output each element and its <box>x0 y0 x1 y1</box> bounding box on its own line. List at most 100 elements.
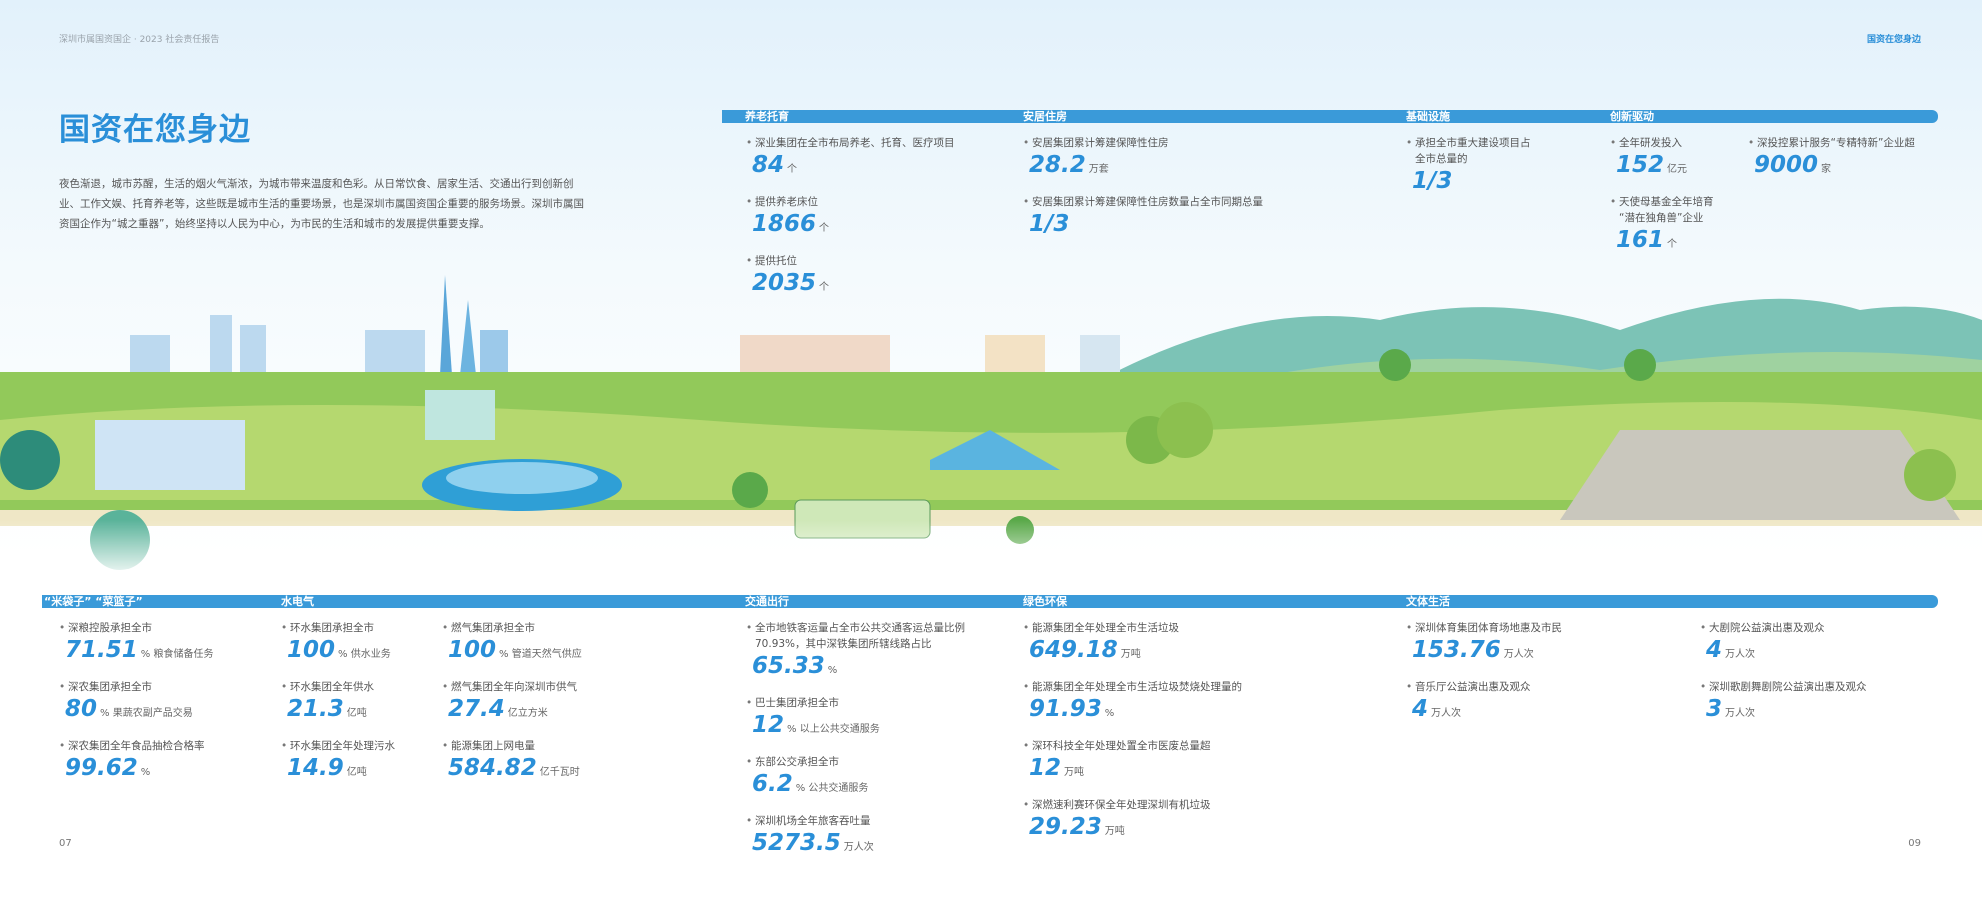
stat-value-line: 14.9 亿吨 <box>281 754 441 787</box>
stat-unit: % <box>140 767 151 778</box>
stat-value: 153.76 <box>1412 637 1501 663</box>
stat-value-line: 2035 个 <box>746 269 976 302</box>
stat-value: 1/3 <box>1412 168 1453 194</box>
stat-value-line: 3 万人次 <box>1700 695 1920 728</box>
title: 国资在您身边 <box>59 112 251 148</box>
stat-value: 152 <box>1616 152 1665 178</box>
section-name: 交通出行 <box>745 595 789 608</box>
column: 能源集团全年处理全市生活垃圾649.18万吨能源集团全年处理全市生活垃圾焚烧处理… <box>1023 620 1283 856</box>
stat-value-line: 5273.5 万人次 <box>746 829 971 862</box>
stat-label: 燃气集团全年向深圳市供气 <box>442 679 642 695</box>
stat-value-line: 1/3 <box>1406 167 1536 197</box>
stat-unit: 万套 <box>1088 164 1109 175</box>
stat-value-line: 1866 个 <box>746 210 976 243</box>
stat-label: 深环科技全年处理处置全市医废总量超 <box>1023 738 1283 754</box>
section-name: 水电气 <box>281 595 314 608</box>
stat-unit: % 粮食储备任务 <box>140 649 214 660</box>
top-bar <box>722 110 1938 123</box>
city <box>130 275 1120 375</box>
stat-unit: 亿千瓦时 <box>539 767 580 778</box>
stat-label: 深粮控股承担全市 <box>59 620 259 636</box>
stat-value: 84 <box>752 152 785 178</box>
stat-value: 100 <box>448 637 497 663</box>
stat-value: 161 <box>1616 227 1665 253</box>
stat-unit: % 以上公共交通服务 <box>787 724 880 735</box>
section-name: 安居住房 <box>1023 110 1067 123</box>
stat-value: 100 <box>287 637 336 663</box>
column: 深业集团在全市布局养老、托育、医疗项目84个提供养老床位1866个提供托位203… <box>746 135 976 312</box>
stat-label: 环水集团全年处理污水 <box>281 738 441 754</box>
section-name: 绿色环保 <box>1023 595 1067 608</box>
stat-value: 28.2 <box>1029 152 1086 178</box>
stat-label: 东部公交承担全市 <box>746 754 971 770</box>
stat-value: 3 <box>1706 696 1723 722</box>
stat-value-line: 84 个 <box>746 151 976 184</box>
stat-value-line: 21.3 亿吨 <box>281 695 441 728</box>
stat-value: 2035 <box>752 270 817 296</box>
stat-unit: 亿立方米 <box>507 708 548 719</box>
section-name: 文体生活 <box>1406 595 1450 608</box>
stat-value: 6.2 <box>752 771 793 797</box>
stat-unit: % 果蔬农副产品交易 <box>100 708 193 719</box>
stat-value-line: 649.18 万吨 <box>1023 636 1283 669</box>
header-right: 国资在您身边 <box>1866 35 1921 45</box>
stat-unit: 万吨 <box>1120 649 1141 660</box>
stat-label: 燃气集团承担全市 <box>442 620 642 636</box>
stat-label: 天使母基金全年培育“潜在独角兽”企业 <box>1610 194 1720 226</box>
airport <box>1560 430 1960 520</box>
stat-value-line: 4 万人次 <box>1700 636 1920 669</box>
stat-unit: 个 <box>819 223 830 234</box>
stat-label: 能源集团全年处理全市生活垃圾 <box>1023 620 1283 636</box>
column: 大剧院公益演出惠及观众4万人次深圳歌剧舞剧院公益演出惠及观众3万人次 <box>1700 620 1920 738</box>
stat-label: 深农集团全年食品抽检合格率 <box>59 738 259 754</box>
stat-value: 27.4 <box>448 696 505 722</box>
building <box>95 420 245 490</box>
stat-label: 深圳歌剧舞剧院公益演出惠及观众 <box>1700 679 1920 695</box>
stat-label: 深农集团承担全市 <box>59 679 259 695</box>
stat-unit: 万人次 <box>1725 649 1756 660</box>
stat-label: 提供养老床位 <box>746 194 976 210</box>
stat-unit: % 公共交通服务 <box>795 783 869 794</box>
stat-label: 深圳体育集团体育场地惠及市民 <box>1406 620 1666 636</box>
stat-value: 12 <box>1029 755 1062 781</box>
stat-value-line: 29.23 万吨 <box>1023 813 1283 846</box>
stat-unit: 个 <box>1667 239 1678 250</box>
stat-unit: 亿元 <box>1667 164 1688 175</box>
stat-value: 91.93 <box>1029 696 1102 722</box>
stat-label: 承担全市重大建设项目占全市总量的 <box>1406 135 1536 167</box>
stat-unit: 万人次 <box>843 842 874 853</box>
stat-unit: 家 <box>1821 164 1832 175</box>
stat-unit: 万吨 <box>1104 826 1125 837</box>
stat-label: 巴士集团承担全市 <box>746 695 971 711</box>
stat-value-line: 100% 供水业务 <box>281 636 441 669</box>
column: 安居集团累计筹建保障性住房28.2万套安居集团累计筹建保障性住房数量占全市同期总… <box>1023 135 1283 250</box>
stat-value: 1866 <box>752 211 817 237</box>
stat-label: 深圳机场全年旅客吞吐量 <box>746 813 971 829</box>
stat-value: 80 <box>65 696 98 722</box>
stat-label: 安居集团累计筹建保障性住房 <box>1023 135 1283 151</box>
stat-value: 5273.5 <box>752 830 841 856</box>
stat-unit: % 供水业务 <box>338 649 391 660</box>
stadium-top <box>446 462 598 494</box>
stat-value-line: 80% 果蔬农副产品交易 <box>59 695 259 728</box>
stat-value: 1/3 <box>1029 211 1070 237</box>
stat-value: 71.51 <box>65 637 138 663</box>
stat-unit: 万人次 <box>1725 708 1756 719</box>
